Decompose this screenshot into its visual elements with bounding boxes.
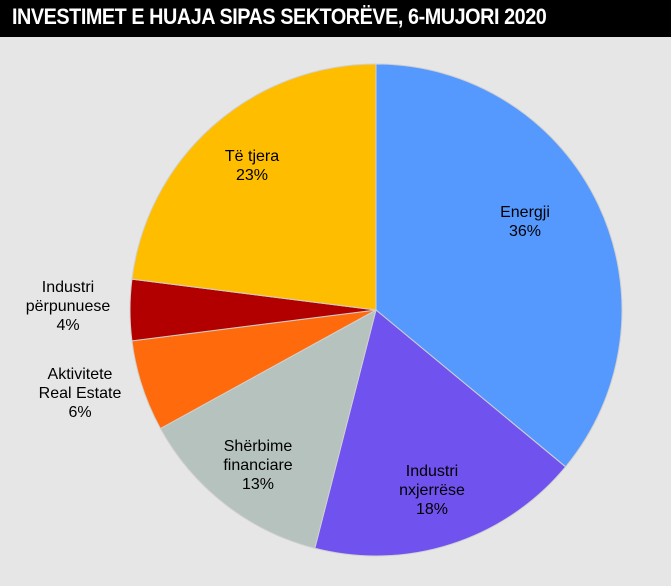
slice-label-3: Aktivitete Real Estate 6% [39,366,122,421]
pie-slice-5 [131,63,377,311]
title-bar: INVESTIMET E HUAJA SIPAS SEKTORËVE, 6-MU… [0,0,671,37]
slice-label-5: Të tjera 23% [225,148,279,184]
chart-title: INVESTIMET E HUAJA SIPAS SEKTORËVE, 6-MU… [12,4,547,29]
slice-label-0: Energji 36% [500,204,550,240]
slice-label-1: Industri nxjerrëse 18% [399,463,465,518]
slice-label-4: Industri përpunuese 4% [26,279,111,334]
pie-slice-0 [375,63,623,468]
slice-label-2: Shërbime financiare 13% [223,438,292,493]
pie-slice-1 [314,309,567,557]
pie-slice-2 [159,309,377,549]
pie-chart: Energji 36% Industri nxjerrëse 18% Shërbime fi… [26,63,623,557]
